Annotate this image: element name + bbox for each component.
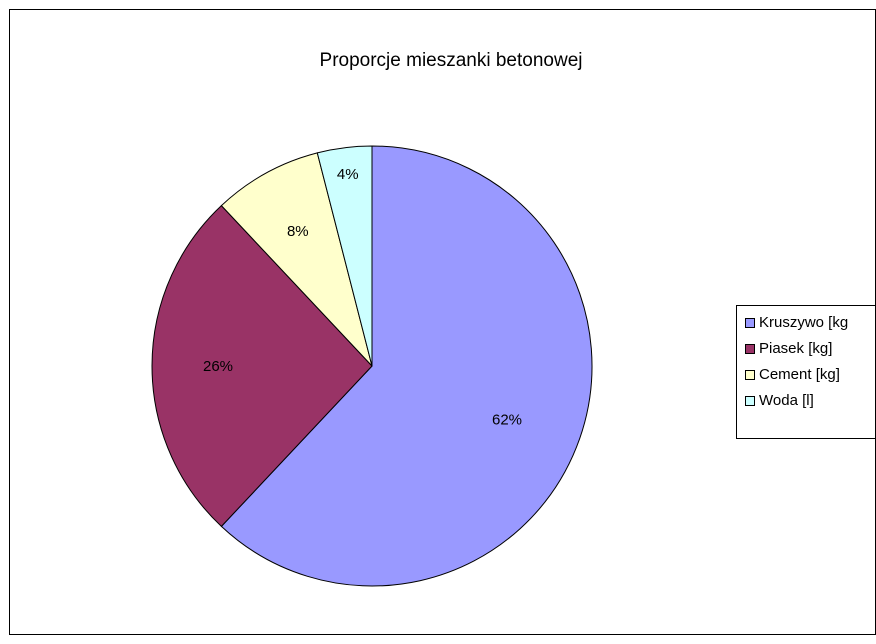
pie-data-labels: 62% 26% 8% 4%	[203, 166, 522, 429]
data-label-cement: 8%	[287, 223, 309, 240]
legend-item-cement: Cement [kg]	[745, 366, 840, 383]
pie-slices	[151, 145, 593, 587]
legend-label-piasek: Piasek [kg]	[759, 340, 833, 357]
legend-label-cement: Cement [kg]	[759, 366, 840, 383]
pie-slice-kruszywo	[220, 145, 593, 587]
data-label-woda: 4%	[337, 166, 359, 183]
pie-chart: Proporcje mieszanki betonowej 62% 26% 8% 4%	[151, 50, 593, 587]
legend-label-kruszywo: Kruszywo [kg	[759, 314, 849, 331]
legend-swatch-kruszywo	[745, 317, 755, 328]
legend-item-woda: Woda [l]	[745, 392, 814, 409]
pie-slice-woda	[316, 145, 373, 367]
legend-item-piasek: Piasek [kg]	[745, 340, 832, 357]
data-label-kruszywo: 62%	[492, 411, 522, 428]
chart-title: Proporcje mieszanki betonowej	[320, 50, 583, 71]
legend-swatch-cement	[745, 369, 755, 380]
legend-swatch-woda	[745, 395, 755, 406]
legend-swatch-piasek	[745, 343, 755, 354]
legend-item-kruszywo: Kruszywo [kg	[745, 314, 848, 331]
pie-slice-piasek	[151, 204, 373, 528]
pie-slice-cement	[220, 152, 373, 367]
legend: Kruszywo [kg Piasek [kg] Cement [kg] Wod…	[736, 305, 875, 439]
data-label-piasek: 26%	[203, 358, 233, 375]
legend-label-woda: Woda [l]	[759, 392, 814, 409]
chart-frame: Proporcje mieszanki betonowej 62% 26% 8% 4%…	[9, 9, 876, 635]
